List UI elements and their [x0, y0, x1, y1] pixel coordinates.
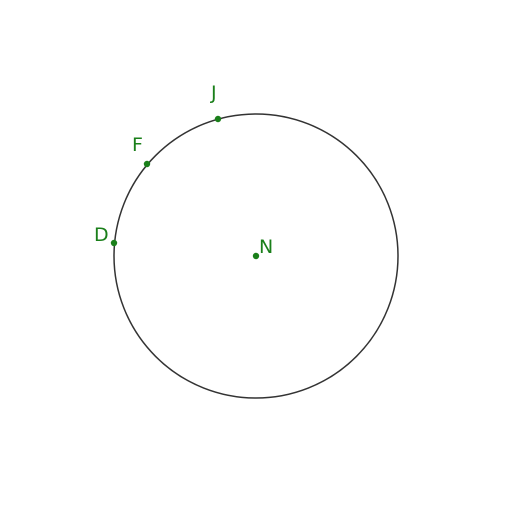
point-D-dot: [110, 239, 118, 247]
point-N: N: [252, 236, 273, 260]
point-D: D: [94, 224, 118, 247]
point-J-dot: [214, 115, 222, 123]
point-N-dot: [252, 252, 260, 260]
point-F: F: [132, 134, 151, 168]
point-N-label: N: [259, 236, 273, 258]
point-J: J: [210, 82, 222, 123]
circle-N: [113, 113, 399, 399]
point-D-label: D: [94, 224, 109, 246]
point-F-dot: [143, 160, 151, 168]
point-J-label: J: [210, 82, 217, 104]
point-F-label: F: [132, 134, 143, 156]
